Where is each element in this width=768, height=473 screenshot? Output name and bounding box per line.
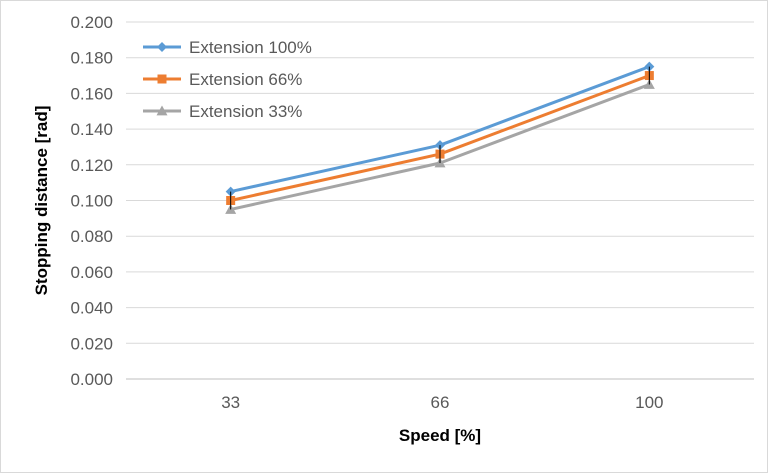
y-tick-label: 0.160 — [70, 84, 113, 103]
y-tick-label: 0.020 — [70, 334, 113, 353]
series-lines — [225, 61, 655, 214]
legend-label: Extension 66% — [189, 70, 302, 89]
y-tick-label: 0.040 — [70, 299, 113, 318]
x-tick-labels: 33 66 100 — [221, 393, 663, 412]
y-tick-label: 0.120 — [70, 156, 113, 175]
y-tick-labels: 0.000 0.020 0.040 0.060 0.080 0.100 0.120 0.140… — [70, 13, 113, 389]
y-axis-title: Stopping distance [rad] — [32, 106, 51, 296]
y-tick-label: 0.060 — [70, 263, 113, 282]
series-line — [230, 74, 650, 202]
y-tick-label: 0.200 — [70, 13, 113, 32]
y-tick-label: 0.180 — [70, 49, 113, 68]
x-tick-label: 33 — [221, 393, 240, 412]
legend-item: Extension 100% — [143, 38, 312, 57]
legend-marker — [157, 74, 167, 84]
legend-item: Extension 66% — [143, 70, 302, 89]
legend-item: Extension 33% — [143, 102, 302, 121]
series-2 — [226, 71, 654, 205]
legend-label: Extension 33% — [189, 102, 302, 121]
legend-marker — [156, 105, 168, 116]
error-bars — [230, 66, 650, 210]
y-tick-label: 0.100 — [70, 192, 113, 211]
x-axis-title: Speed [%] — [399, 426, 481, 445]
legend-marker — [157, 42, 167, 52]
legend-label: Extension 100% — [189, 38, 312, 57]
x-tick-label: 66 — [431, 393, 450, 412]
legend: Extension 100% Extension 66% Extension 33% — [143, 38, 312, 121]
y-tick-label: 0.080 — [70, 227, 113, 246]
y-tick-label: 0.000 — [70, 370, 113, 389]
y-tick-label: 0.140 — [70, 120, 113, 139]
x-tick-label: 100 — [635, 393, 663, 412]
